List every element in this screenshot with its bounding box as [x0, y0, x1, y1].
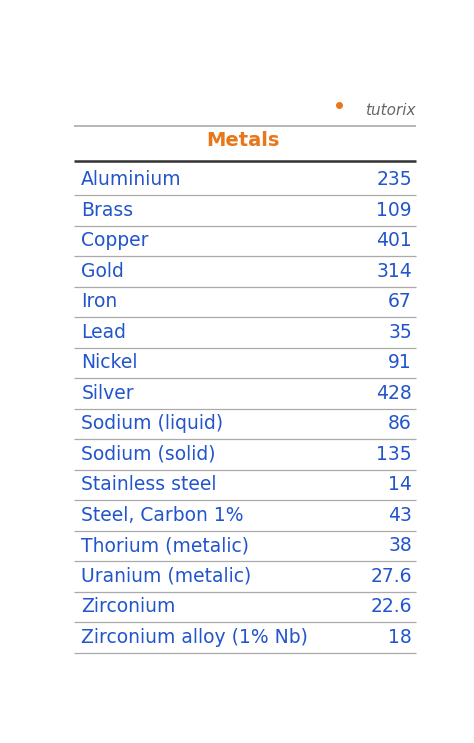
Text: 18: 18	[388, 628, 412, 647]
Text: 27.6: 27.6	[370, 567, 412, 586]
Text: tutorix: tutorix	[365, 103, 416, 118]
Text: Steel, Carbon 1%: Steel, Carbon 1%	[82, 506, 244, 525]
Text: Brass: Brass	[82, 201, 133, 220]
Text: Sodium (solid): Sodium (solid)	[82, 445, 216, 464]
Text: Zirconium alloy (1% Nb): Zirconium alloy (1% Nb)	[82, 628, 308, 647]
Text: Lead: Lead	[82, 323, 126, 342]
Text: Metals: Metals	[206, 132, 280, 150]
Text: 91: 91	[388, 354, 412, 372]
Text: Gold: Gold	[82, 262, 124, 281]
Text: Silver: Silver	[82, 384, 134, 403]
Text: 401: 401	[376, 231, 412, 250]
Text: 314: 314	[376, 262, 412, 281]
Text: Sodium (liquid): Sodium (liquid)	[82, 415, 223, 433]
Text: Thorium (metalic): Thorium (metalic)	[82, 536, 249, 556]
Text: 428: 428	[376, 384, 412, 403]
Text: 86: 86	[388, 415, 412, 433]
Text: Zirconium: Zirconium	[82, 597, 176, 617]
Text: 135: 135	[376, 445, 412, 464]
Text: Uranium (metalic): Uranium (metalic)	[82, 567, 252, 586]
Text: 67: 67	[388, 293, 412, 311]
Text: Aluminium: Aluminium	[82, 170, 182, 189]
Text: Copper: Copper	[82, 231, 149, 250]
Text: 22.6: 22.6	[370, 597, 412, 617]
Text: 38: 38	[388, 536, 412, 556]
Text: Iron: Iron	[82, 293, 118, 311]
Text: 43: 43	[388, 506, 412, 525]
Text: 109: 109	[376, 201, 412, 220]
Text: 235: 235	[376, 170, 412, 189]
Text: 35: 35	[388, 323, 412, 342]
Text: Stainless steel: Stainless steel	[82, 476, 217, 494]
Text: Nickel: Nickel	[82, 354, 138, 372]
Text: 14: 14	[388, 476, 412, 494]
